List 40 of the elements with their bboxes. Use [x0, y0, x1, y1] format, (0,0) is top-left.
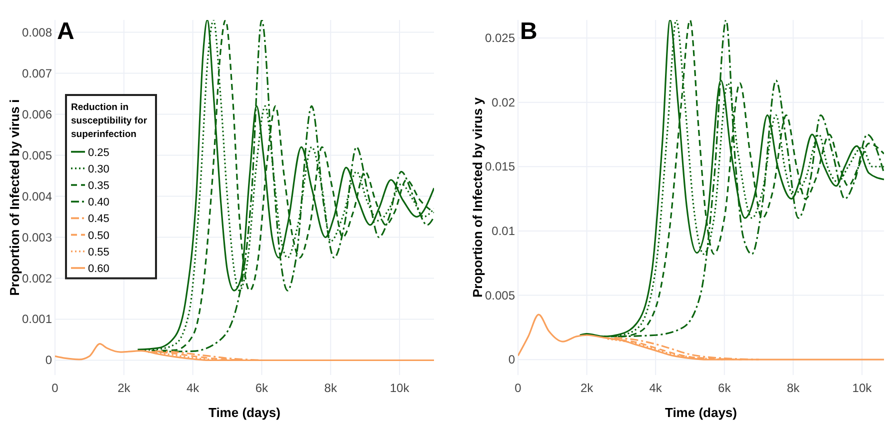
- x-tick-label: 2k: [580, 381, 594, 395]
- legend-label: 0.55: [88, 246, 110, 258]
- x-axis-title: Time (days): [208, 405, 281, 420]
- legend-label: 0.35: [88, 180, 110, 192]
- y-axis-title: Proportion of Infected by virus y: [470, 96, 485, 298]
- chart-title: B: [520, 18, 538, 45]
- x-tick-label: 10k: [390, 381, 410, 395]
- y-tick-label: 0: [45, 353, 52, 368]
- y-tick-label: 0.01: [492, 224, 516, 238]
- x-tick-label: 2k: [118, 381, 132, 395]
- y-tick-label: 0.002: [22, 271, 52, 286]
- legend-label: 0.45: [88, 213, 110, 226]
- legend-label: 0.40: [88, 196, 110, 209]
- y-tick-label: 0.008: [22, 25, 52, 40]
- x-tick-label: 8k: [324, 381, 338, 395]
- y-tick-label: 0.005: [22, 148, 52, 162]
- y-tick-label: 0.006: [22, 107, 52, 122]
- x-tick-label: 4k: [649, 381, 663, 395]
- legend-title: Reduction in susceptibility for superinfection: [71, 102, 148, 140]
- x-tick-label: 4k: [186, 381, 200, 395]
- y-tick-label: 0.015: [484, 160, 516, 174]
- legend-label: 0.25: [88, 146, 110, 159]
- y-tick-label: 0.025: [484, 31, 516, 46]
- x-axis-title: Time (days): [664, 405, 738, 420]
- y-axis-title: Proportion of Infected by virus i: [7, 99, 22, 296]
- y-tick-label: 0.007: [22, 66, 52, 80]
- y-tick-label: 0.004: [22, 189, 52, 204]
- chart-title: A: [57, 18, 74, 45]
- y-tick-label: 0.001: [22, 312, 52, 326]
- x-tick-label: 10k: [852, 381, 873, 395]
- y-tick-label: 0: [508, 352, 516, 367]
- legend-label: 0.60: [88, 263, 110, 275]
- y-tick-label: 0.003: [22, 230, 52, 244]
- x-tick-label: 6k: [718, 381, 732, 395]
- legend-label: 0.50: [88, 230, 110, 242]
- y-tick-label: 0.005: [484, 288, 516, 302]
- y-tick-label: 0.02: [492, 95, 516, 110]
- x-tick-label: 6k: [255, 381, 270, 395]
- x-tick-label: 8k: [786, 381, 801, 395]
- legend-label: 0.30: [88, 163, 110, 176]
